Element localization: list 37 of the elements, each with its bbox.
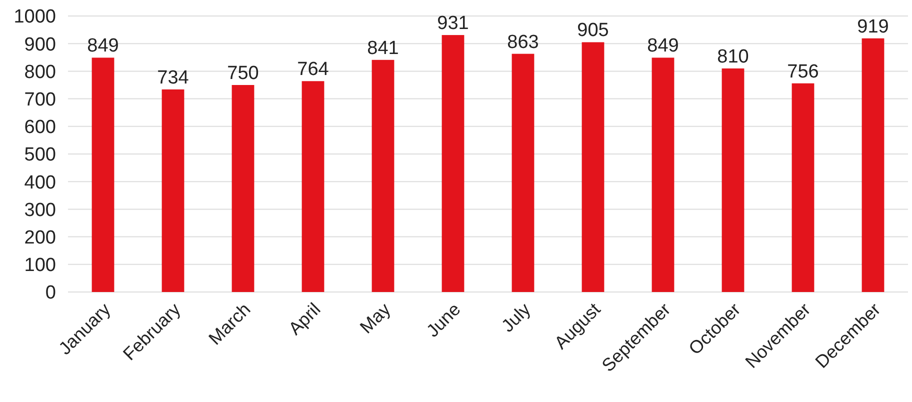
y-tick-label: 1000 (14, 6, 56, 28)
bar (652, 58, 674, 292)
data-label: 756 (787, 61, 819, 82)
data-label: 863 (507, 32, 539, 53)
y-tick-label: 0 (45, 282, 56, 304)
bar (722, 68, 744, 292)
data-label: 931 (437, 13, 469, 34)
y-tick-label: 700 (24, 89, 56, 110)
data-label: 919 (857, 16, 889, 38)
bar (232, 85, 254, 292)
bar (92, 58, 114, 292)
data-label: 734 (157, 67, 190, 88)
y-tick-label: 600 (24, 117, 56, 138)
data-label: 764 (297, 59, 330, 80)
data-label: 849 (647, 36, 679, 57)
y-tick-label: 500 (24, 144, 56, 166)
y-tick-label: 900 (24, 34, 56, 56)
bar (792, 83, 814, 292)
y-tick-label: 800 (24, 62, 56, 83)
bar (302, 81, 324, 292)
data-label: 750 (227, 63, 259, 84)
y-tick-label: 300 (24, 200, 56, 221)
data-label: 841 (367, 38, 399, 59)
y-tick-label: 400 (24, 172, 56, 194)
x-tick-label: July (498, 299, 534, 336)
bar (512, 54, 534, 292)
y-tick-label: 200 (24, 227, 56, 248)
bar (442, 35, 464, 292)
x-tick-label: May (356, 299, 394, 338)
data-label: 849 (87, 36, 119, 57)
y-tick-label: 100 (24, 255, 56, 276)
bar (372, 60, 394, 292)
bar (862, 38, 884, 292)
bar (582, 42, 604, 292)
bar (162, 89, 184, 292)
data-label: 810 (717, 46, 749, 68)
data-label: 905 (577, 20, 609, 42)
